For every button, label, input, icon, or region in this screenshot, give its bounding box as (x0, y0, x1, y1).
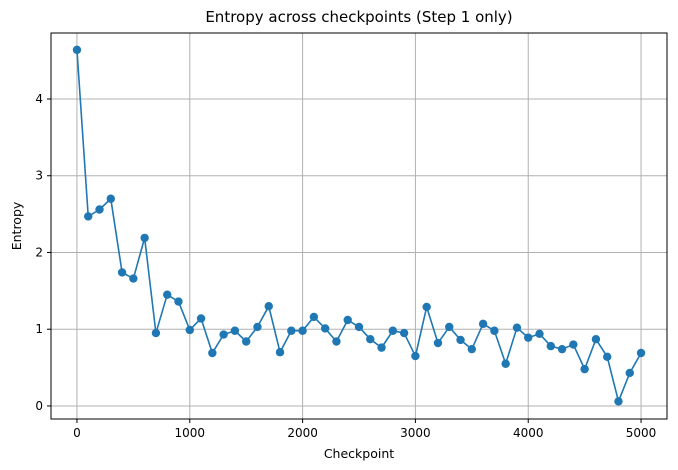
grid (51, 33, 667, 419)
data-point (580, 364, 589, 374)
chart-title: Entropy across checkpoints (Step 1 only) (205, 8, 512, 26)
data-point (512, 323, 522, 332)
data-point (320, 324, 330, 333)
x-tick-label: 4000 (513, 426, 544, 440)
x-tick-label: 1000 (174, 426, 205, 440)
plot-frame (50, 32, 668, 420)
data-point (151, 328, 161, 338)
data-point (196, 314, 206, 323)
series-line (76, 49, 642, 403)
series-line-layer (76, 49, 642, 403)
data-point (546, 341, 555, 351)
y-axis: 0 1 2 3 4 (35, 92, 51, 413)
data-point (343, 315, 352, 325)
data-point (208, 348, 217, 358)
y-tick-label: 3 (35, 169, 43, 183)
data-point (535, 329, 544, 339)
data-point (106, 194, 115, 203)
data-point (275, 348, 285, 357)
x-axis: 0 1000 2000 3000 4000 5000 (73, 419, 656, 440)
data-point (377, 343, 386, 352)
data-point (456, 335, 465, 345)
y-axis-label: Entropy (9, 201, 24, 250)
data-point (117, 268, 127, 277)
data-point (490, 326, 499, 335)
data-point (399, 328, 409, 338)
data-point (140, 233, 149, 243)
data-point (366, 334, 375, 344)
data-point (524, 333, 533, 342)
data-point (411, 351, 420, 361)
x-tick-label: 0 (73, 426, 81, 440)
data-point (636, 348, 646, 358)
data-point (72, 45, 82, 55)
data-point (614, 397, 623, 406)
y-tick-label: 4 (35, 92, 43, 106)
data-point (445, 322, 454, 332)
x-tick-label: 2000 (287, 426, 318, 440)
y-tick-label: 1 (35, 322, 43, 336)
data-point (287, 326, 296, 335)
y-tick-label: 2 (35, 245, 43, 259)
data-point (129, 274, 138, 283)
data-point (298, 326, 307, 335)
data-point (241, 337, 251, 346)
data-point (230, 326, 240, 335)
data-point (557, 344, 567, 354)
data-point (174, 297, 183, 306)
data-point (163, 290, 172, 299)
data-point (501, 359, 510, 368)
data-point (185, 325, 194, 335)
data-point (478, 319, 488, 329)
x-tick-label: 5000 (626, 426, 657, 440)
data-point (422, 302, 431, 312)
data-point (603, 352, 612, 362)
data-point (591, 334, 601, 344)
data-point (309, 312, 319, 322)
data-point (625, 368, 634, 378)
data-point (354, 322, 364, 332)
data-point (264, 301, 273, 311)
data-point (253, 322, 262, 332)
x-axis-label: Checkpoint (324, 446, 394, 461)
data-point (467, 344, 477, 354)
data-point (332, 337, 341, 346)
data-points (72, 45, 646, 406)
y-tick-label: 0 (35, 399, 43, 413)
data-point (95, 205, 104, 214)
data-point (433, 338, 443, 348)
data-point (84, 212, 93, 221)
data-point (569, 340, 578, 349)
x-tick-label: 3000 (400, 426, 431, 440)
data-point (219, 330, 228, 339)
data-point (388, 326, 398, 335)
